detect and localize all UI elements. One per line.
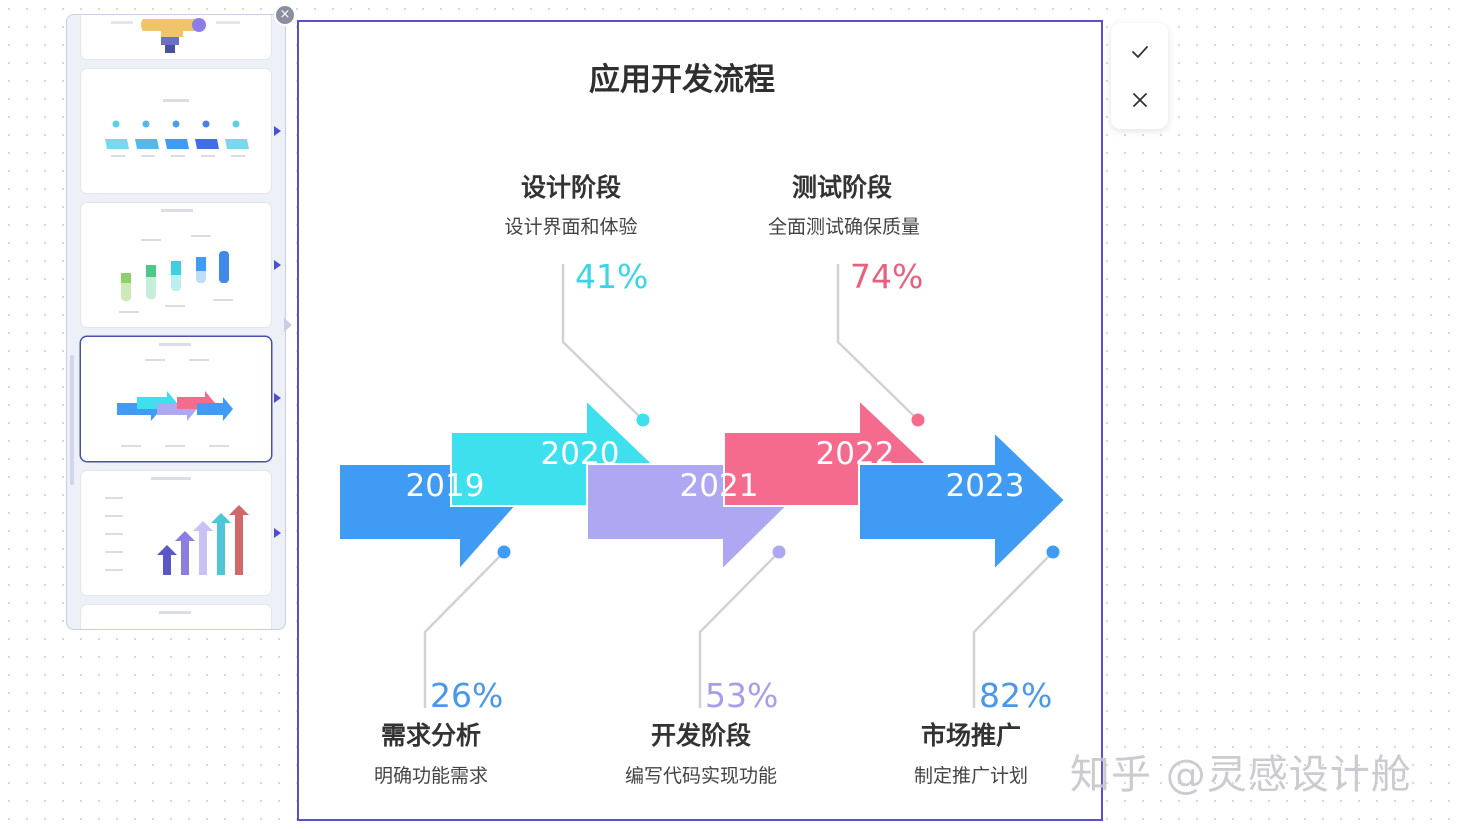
thumbnail-arrow-icon: [274, 260, 281, 270]
process-diagram: 应用开发流程 2019 2020 2021 2022 2023: [338, 62, 1067, 787]
stage-percent-requirements: 26%: [430, 676, 503, 715]
stage-desc-testing: 全面测试确保质量: [768, 216, 920, 238]
stage-title-testing: 测试阶段: [792, 173, 892, 202]
arrow-2023: [858, 429, 1067, 573]
year-label-2021: 2021: [680, 468, 759, 504]
panel-pointer: [284, 318, 292, 332]
slide-thumbnail-panel: [66, 14, 286, 630]
stage-percent-marketing: 82%: [979, 676, 1052, 715]
slide-thumbnail-3[interactable]: [81, 203, 271, 327]
stage-desc-design: 设计界面和体验: [504, 216, 637, 238]
thumbnail-arrow-icon: [274, 393, 281, 403]
connector-line: [423, 552, 504, 708]
close-panel-button[interactable]: ×: [276, 6, 294, 24]
check-icon: [1132, 46, 1148, 58]
stage-percent-testing: 74%: [850, 257, 923, 296]
marker-dot: [911, 413, 925, 427]
watermark: 知乎 @灵感设计舱: [1070, 752, 1412, 798]
diagram-title: 应用开发流程: [589, 62, 775, 98]
stage-percent-design: 41%: [575, 257, 648, 296]
connector-line: [972, 552, 1053, 708]
year-label-2022: 2022: [816, 436, 895, 472]
slide-thumbnail-1[interactable]: [81, 15, 271, 59]
slide-thumbnail-4-active[interactable]: [81, 337, 271, 461]
year-label-2023: 2023: [946, 468, 1025, 504]
thumbnail-arrow-icon: [274, 528, 281, 538]
panel-scrollbar[interactable]: [70, 355, 74, 485]
marker-dot: [497, 545, 511, 559]
close-icon: [1133, 93, 1147, 107]
connector-line: [836, 264, 918, 420]
marker-dot: [772, 545, 786, 559]
stage-title-design: 设计阶段: [521, 173, 621, 202]
confirm-button[interactable]: [1125, 37, 1155, 67]
stage-percent-development: 53%: [705, 676, 778, 715]
thumbnail-arrow-icon: [274, 126, 281, 136]
slide-thumbnail-5[interactable]: [81, 471, 271, 595]
close-icon: ×: [279, 7, 291, 22]
stage-desc-marketing: 制定推广计划: [914, 765, 1028, 787]
marker-dot: [1046, 545, 1060, 559]
slide-thumbnail-6[interactable]: [81, 605, 271, 629]
year-label-2020: 2020: [541, 436, 620, 472]
slide-thumbnail-2[interactable]: [81, 69, 271, 193]
connector-line: [698, 552, 779, 708]
diagram-canvas[interactable]: 应用开发流程 2019 2020 2021 2022 2023: [297, 20, 1103, 821]
cancel-button[interactable]: [1125, 85, 1155, 115]
stage-title-development: 开发阶段: [651, 721, 751, 750]
connector-line: [561, 264, 643, 420]
stage-title-requirements: 需求分析: [381, 721, 481, 750]
stage-title-marketing: 市场推广: [921, 721, 1021, 750]
stage-desc-development: 编写代码实现功能: [625, 765, 777, 787]
marker-dot: [636, 413, 650, 427]
year-label-2019: 2019: [406, 468, 485, 504]
stage-desc-requirements: 明确功能需求: [374, 765, 488, 787]
edit-toolbar: [1111, 23, 1168, 129]
